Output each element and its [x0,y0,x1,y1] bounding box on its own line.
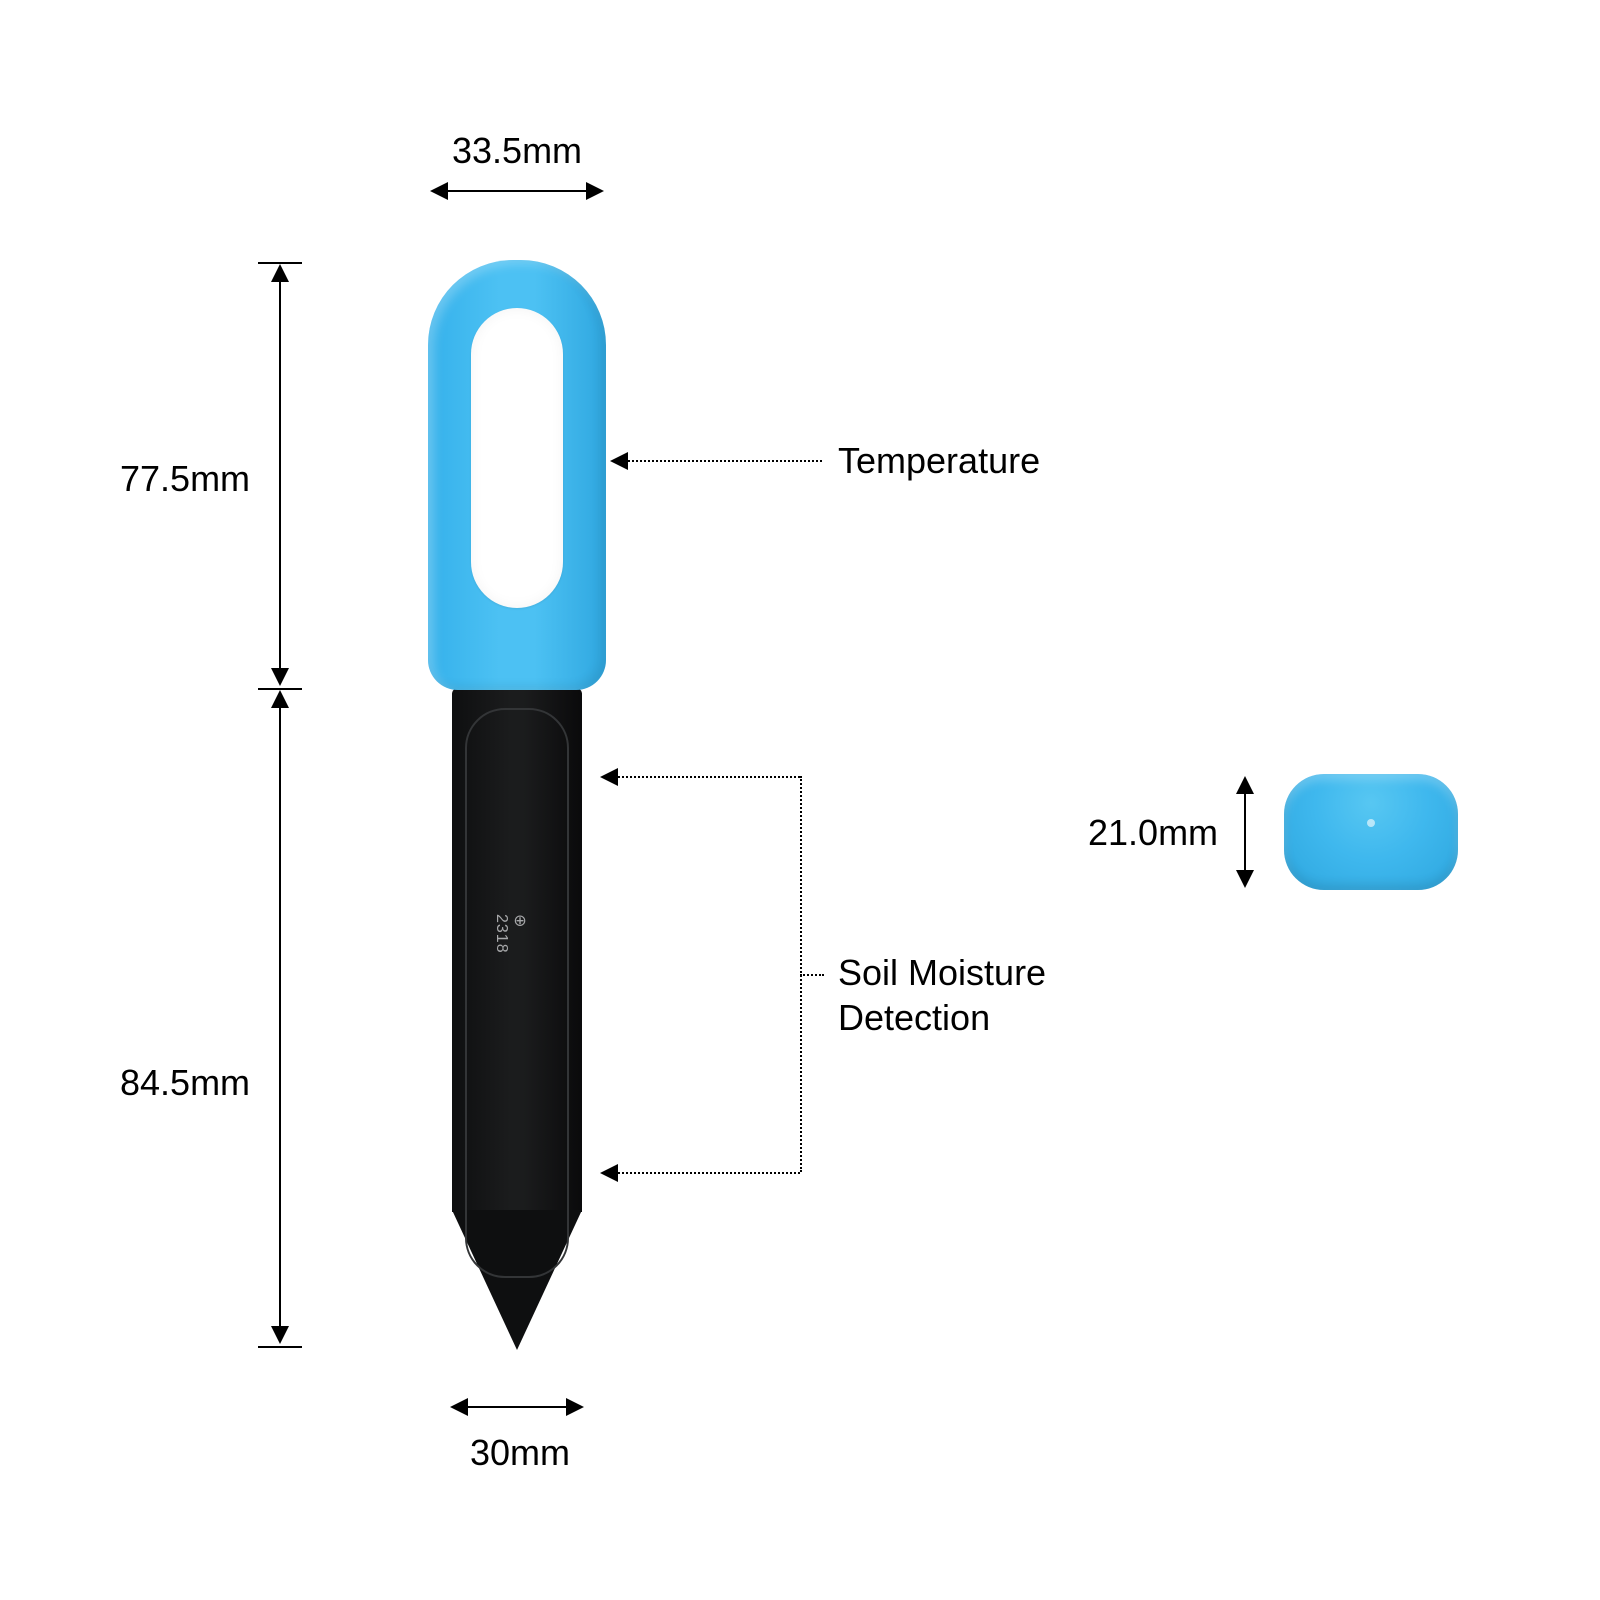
dim-probe-width-label: 30mm [470,1430,570,1475]
temperature-leader [628,460,822,462]
temperature-callout-label: Temperature [838,438,1040,483]
moisture-leader-bottom [618,1172,800,1174]
dim-head-height-arrow [279,266,281,684]
moisture-leader-top [618,776,800,778]
dim-probe-length-arrow [279,692,281,1342]
moisture-arrow-top-icon [600,768,618,786]
moisture-arrow-bottom-icon [600,1164,618,1182]
probe-marking: ⊕ 2318 [492,914,530,954]
dim-probe-width-arrow [452,1406,582,1408]
sensor-probe-slit [465,708,569,1278]
diagram-stage: ⊕ 2318 33.5mm 77.5mm 84.5mm 30mm Tempera… [0,0,1600,1600]
dim-head-width-arrow [432,190,602,192]
dim-topview-height-label: 21.0mm [1088,810,1218,855]
dim-head-height-label: 77.5mm [120,456,250,501]
dim-head-width-label: 33.5mm [452,128,582,173]
temperature-arrow-icon [610,452,628,470]
sensor-window [471,308,563,608]
sensor-top-view [1284,774,1458,890]
tick-bot [258,1346,302,1348]
dim-topview-height-arrow [1244,778,1246,886]
dim-probe-length-label: 84.5mm [120,1060,250,1105]
moisture-leader-out [800,974,824,976]
moisture-callout-label: Soil Moisture Detection [838,950,1046,1040]
